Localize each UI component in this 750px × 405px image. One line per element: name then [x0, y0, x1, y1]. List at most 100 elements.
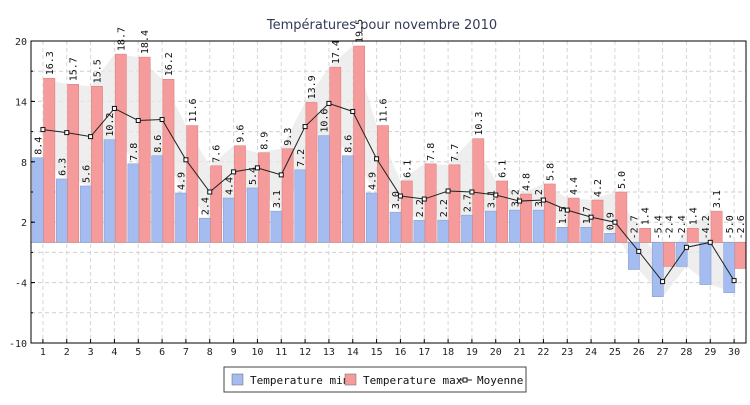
bar-temperature-max	[91, 86, 103, 243]
legend-label-temperature-min: Temperature min	[250, 374, 349, 387]
average-point	[636, 248, 642, 254]
bar-temperature-max	[329, 66, 342, 243]
bar-temperature-min	[222, 197, 235, 243]
data-label-temperature-min: -4.2	[701, 215, 712, 239]
data-label-temperature-max: -2.4	[664, 215, 675, 239]
data-label-temperature-min: -2.7	[629, 215, 640, 239]
bar-temperature-min	[389, 211, 402, 243]
average-point	[660, 279, 666, 285]
data-label-temperature-max: 11.6	[188, 98, 199, 122]
x-tick-label: 10	[251, 347, 263, 358]
data-label-temperature-min: 5.6	[81, 165, 92, 183]
average-point	[707, 239, 713, 245]
legend-label-temperature-max: Temperature max	[363, 374, 463, 387]
bar-temperature-min	[199, 217, 211, 243]
x-tick-label: 28	[680, 347, 692, 358]
bar-temperature-min	[508, 209, 521, 243]
x-tick-label: 13	[323, 347, 335, 358]
bar-temperature-min	[32, 157, 44, 243]
data-label-temperature-max: 4.8	[521, 173, 532, 191]
bar-temperature-min	[56, 178, 68, 243]
bar-temperature-min	[151, 155, 164, 243]
x-tick-label: 21	[514, 347, 526, 358]
average-point	[469, 189, 475, 195]
data-label-temperature-max: 15.5	[92, 59, 103, 83]
data-label-temperature-max: 7.6	[212, 145, 223, 163]
bar-temperature-max	[734, 242, 747, 269]
x-tick-label: 25	[609, 347, 621, 358]
data-label-temperature-min: 6.3	[57, 158, 68, 176]
data-label-temperature-max: 4.4	[569, 177, 580, 195]
bar-temperature-min	[437, 219, 450, 243]
average-line	[42, 102, 735, 283]
data-label-temperature-max: 5.0	[617, 171, 628, 189]
data-label-temperature-min: -2.4	[677, 215, 688, 239]
bar-temperature-max	[543, 183, 556, 243]
data-label-temperature-max: 8.9	[259, 132, 270, 150]
data-label-temperature-min: 4.9	[367, 172, 378, 190]
bar-temperature-max	[686, 227, 699, 243]
data-label-temperature-max: 3.1	[712, 190, 723, 208]
data-label-temperature-max: 4.2	[593, 179, 604, 197]
data-label-group: 8.4 16.3 6.3 15.7 5.6 15.5 10.2 18.7 7.8 18.4 8.6 1…	[34, 19, 747, 239]
bar-temperature-max	[448, 164, 461, 243]
bar-temperature-min	[294, 169, 307, 243]
bar-temperature-max	[353, 45, 365, 243]
bar-temperature-min	[532, 209, 545, 243]
bar-temperature-min	[699, 242, 712, 285]
data-label-temperature-max: 19.5	[355, 19, 366, 43]
bar-temperature-min	[651, 242, 664, 297]
legend-swatch-temperature-max	[344, 373, 357, 386]
bar-temperature-min	[342, 155, 354, 243]
data-label-temperature-min: 3.0	[391, 191, 402, 209]
bar-temperature-min	[556, 226, 569, 243]
average-point	[64, 130, 70, 136]
data-label-temperature-max: 1.4	[688, 207, 699, 225]
legend-box	[223, 366, 527, 393]
data-label-temperature-max: 13.9	[307, 75, 318, 99]
x-tick-label: 24	[585, 347, 597, 358]
x-tick-label: 2	[64, 347, 70, 358]
bar-temperature-min	[604, 233, 616, 243]
bar-temperature-max	[496, 180, 508, 243]
average-point	[111, 105, 117, 111]
bar-temperature-max	[43, 77, 56, 243]
bar-temperature-min	[318, 135, 330, 243]
data-label-temperature-min: 4.4	[224, 177, 235, 195]
average-point	[540, 197, 546, 203]
bar-temperature-max	[663, 242, 675, 267]
data-label-temperature-max: 16.2	[164, 52, 175, 76]
data-label-temperature-min: 2.4	[200, 197, 211, 215]
y-tick-label: -4	[15, 279, 27, 290]
data-label-temperature-min: 2.2	[415, 199, 426, 217]
bar-temperature-min	[175, 192, 187, 243]
bar-temperature-max	[281, 148, 294, 243]
bar-temperature-min	[461, 214, 473, 243]
legend-marker-average	[462, 377, 468, 383]
data-label-temperature-min: 3.2	[510, 189, 521, 207]
data-label-temperature-max: 17.4	[331, 40, 342, 64]
data-label-temperature-min: 3.1	[486, 190, 497, 208]
x-tick-label: 5	[135, 347, 141, 358]
x-tick-label: 8	[207, 347, 213, 358]
data-label-temperature-max: 9.3	[283, 128, 294, 146]
average-point	[612, 219, 618, 225]
average-point	[40, 127, 46, 133]
average-point	[302, 124, 308, 130]
data-label-temperature-min: 8.4	[34, 137, 45, 155]
data-label-temperature-max: 7.7	[450, 144, 461, 162]
x-tick-label: 12	[299, 347, 311, 358]
x-tick-label: 16	[394, 347, 406, 358]
data-label-temperature-min: 0.9	[606, 212, 617, 230]
bar-temperature-max	[114, 53, 127, 243]
data-label-temperature-max: 18.4	[140, 30, 151, 54]
average-point	[254, 165, 260, 171]
x-tick-label: 3	[88, 347, 94, 358]
bar-temperature-min	[413, 219, 426, 243]
bar-temperature-max	[400, 180, 413, 243]
x-tick-label: 18	[442, 347, 454, 358]
bar-temperature-max	[234, 145, 246, 243]
data-label-temperature-min: 2.7	[463, 194, 474, 212]
x-tick-label: 23	[561, 347, 573, 358]
